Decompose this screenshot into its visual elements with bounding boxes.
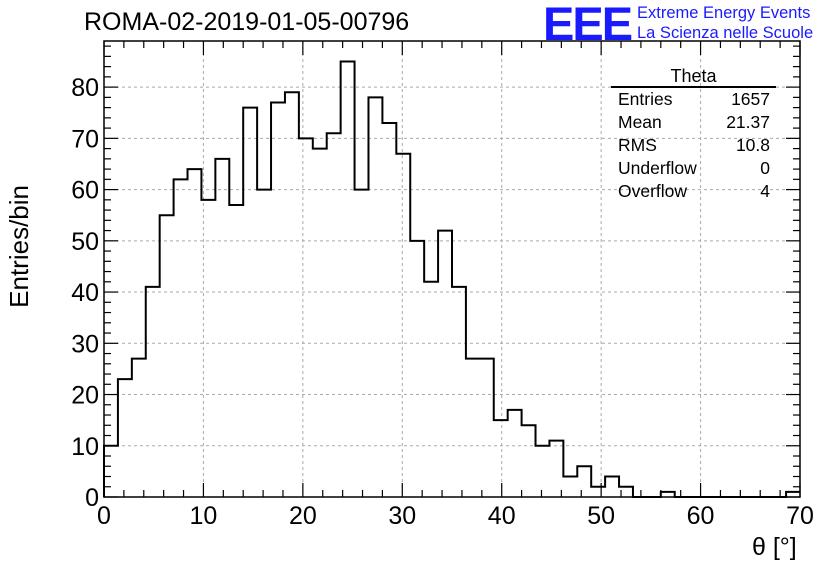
stats-value: 21.37 — [726, 112, 770, 132]
x-tick-label: 10 — [190, 502, 218, 530]
stats-label: RMS — [618, 135, 657, 155]
stats-label: Entries — [618, 89, 673, 109]
y-tick-label: 60 — [71, 177, 99, 205]
stats-value: 0 — [760, 158, 770, 178]
stats-title: Theta — [611, 66, 776, 88]
y-tick-label: 40 — [71, 279, 99, 307]
stats-box: Theta Entries 1657 Mean 21.37 RMS 10.8 Unde… — [611, 66, 776, 203]
y-tick-label: 50 — [71, 228, 99, 256]
x-tick-label: 20 — [289, 502, 317, 530]
logo-line-2: La Scienza nelle Scuole — [637, 24, 814, 42]
y-tick-label: 30 — [71, 330, 99, 358]
y-tick-label: 0 — [85, 484, 99, 512]
stats-label: Mean — [618, 112, 662, 132]
stats-row: Underflow 0 — [611, 157, 776, 180]
logo-line-1: Extreme Energy Events — [637, 4, 811, 22]
y-tick-label: 80 — [71, 74, 99, 102]
x-tick-label: 70 — [786, 502, 814, 530]
y-axis-label: Entries/bin — [4, 185, 34, 308]
y-tick-label: 70 — [71, 125, 99, 153]
stats-value: 1657 — [731, 89, 770, 109]
x-tick-label: 40 — [488, 502, 516, 530]
x-tick-label: 60 — [687, 502, 715, 530]
chart-title: ROMA-02-2019-01-05-00796 — [84, 8, 410, 36]
x-tick-label: 50 — [587, 502, 615, 530]
stats-row: Overflow 4 — [611, 180, 776, 203]
eee-logo-text: Extreme Energy Events La Scienza nelle S… — [637, 3, 813, 43]
stats-row: Mean 21.37 — [611, 111, 776, 134]
stats-value: 10.8 — [735, 135, 770, 155]
y-tick-label: 20 — [71, 382, 99, 410]
grid-lines — [104, 41, 800, 497]
stats-label: Underflow — [618, 158, 697, 178]
x-axis-label: θ [°] — [752, 533, 797, 561]
eee-logo: EEE — [543, 0, 633, 50]
axis-ticks — [103, 41, 801, 498]
plot-frame — [103, 40, 801, 498]
stats-value: 4 — [760, 181, 770, 201]
stats-label: Overflow — [618, 181, 688, 201]
histogram-series — [103, 60, 800, 498]
x-tick-label: 0 — [97, 502, 111, 530]
x-tick-label: 30 — [388, 502, 416, 530]
stats-row: RMS 10.8 — [611, 134, 776, 157]
stats-row: Entries 1657 — [611, 88, 776, 111]
y-tick-label: 10 — [71, 433, 99, 461]
